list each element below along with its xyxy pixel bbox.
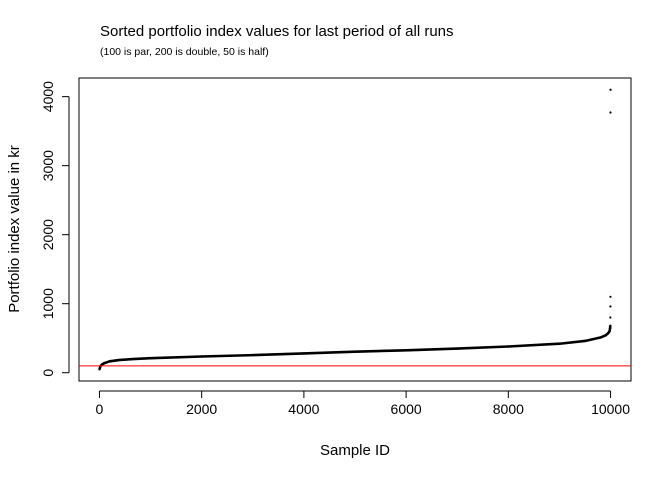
outlier-point <box>609 111 612 114</box>
x-axis-label: Sample ID <box>320 442 390 459</box>
chart-subtitle: (100 is par, 200 is double, 50 is half) <box>100 46 269 58</box>
data-point <box>404 349 408 352</box>
x-tick-label: 2000 <box>186 401 217 417</box>
x-tick-label: 6000 <box>391 401 422 417</box>
data-point <box>456 347 459 350</box>
data-point <box>353 350 357 353</box>
data-point <box>608 330 611 333</box>
data-point <box>583 339 587 343</box>
data-point <box>604 334 607 337</box>
chart-title: Sorted portfolio index values for last p… <box>100 23 454 40</box>
data-point <box>108 360 111 363</box>
data-point <box>98 368 101 371</box>
x-tick-label: 10000 <box>591 401 630 417</box>
data-point <box>118 358 122 362</box>
sorted-values-curve <box>98 325 612 370</box>
y-axis-label: Portfolio index value in kr <box>6 145 23 313</box>
y-axis: 0 1000 2000 3000 4000 <box>40 81 70 377</box>
data-point <box>302 352 306 355</box>
y-tick-label: 1000 <box>40 288 56 319</box>
data-point <box>507 345 510 348</box>
data-point <box>100 363 104 366</box>
outlier-point <box>609 295 612 298</box>
outlier-point <box>609 88 612 91</box>
y-tick-label: 4000 <box>40 81 56 112</box>
outlier-point <box>609 316 612 319</box>
data-point <box>558 342 561 345</box>
y-tick-label: 2000 <box>40 219 56 250</box>
data-point <box>134 357 137 361</box>
x-tick-label: 8000 <box>493 401 524 417</box>
outlier-point <box>609 305 612 308</box>
y-tick-label: 0 <box>40 369 56 377</box>
x-tick-label: 0 <box>96 401 104 417</box>
plot-frame <box>78 77 632 382</box>
data-point <box>251 353 254 357</box>
plot-area <box>79 88 631 371</box>
x-axis: 0 2000 4000 6000 8000 10000 <box>96 390 630 417</box>
data-point <box>200 355 203 358</box>
data-point <box>606 332 610 335</box>
x-tick-label: 4000 <box>288 401 319 417</box>
data-point <box>608 327 612 330</box>
data-point <box>599 336 602 339</box>
y-tick-label: 3000 <box>40 150 56 181</box>
data-point <box>149 357 152 360</box>
data-point <box>609 324 612 327</box>
data-point <box>103 361 106 365</box>
